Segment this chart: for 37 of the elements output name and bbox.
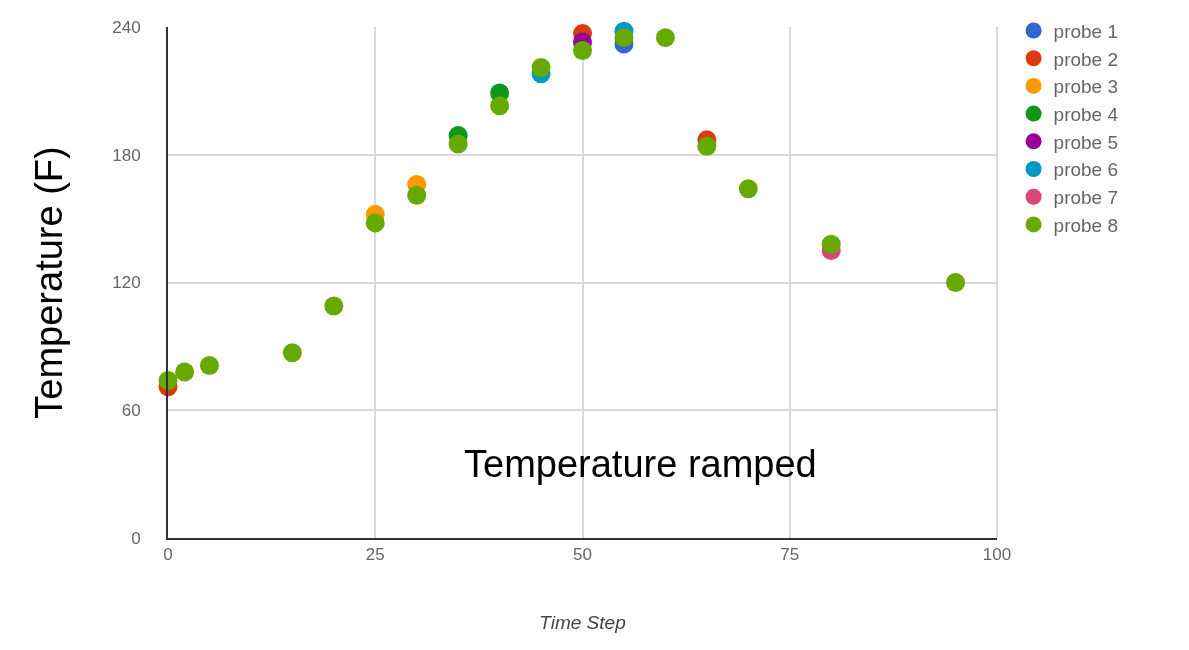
y-tick-label: 0	[131, 528, 141, 548]
x-tick-label: 25	[365, 545, 385, 565]
point	[199, 356, 219, 376]
point	[490, 96, 510, 116]
point	[365, 213, 385, 233]
y-tick-label: 180	[112, 145, 141, 165]
point	[531, 57, 551, 77]
point	[324, 296, 344, 316]
point	[175, 362, 195, 382]
y-tick-label: 120	[112, 273, 141, 293]
point	[614, 28, 634, 48]
legend-label: probe 4	[1053, 104, 1119, 126]
x-tick-label: 100	[982, 545, 1012, 565]
legend-label: probe 7	[1053, 187, 1119, 209]
legend-label: probe 3	[1053, 76, 1119, 98]
point	[407, 185, 427, 205]
legend-label: probe 2	[1053, 48, 1119, 70]
point	[821, 234, 841, 254]
legend-label: probe 1	[1053, 20, 1119, 42]
x-tick-label: 0	[163, 545, 173, 565]
annotation: Temperature ramped	[464, 443, 817, 485]
y-axis-title: Temperature (F)	[27, 146, 70, 419]
point	[573, 40, 592, 60]
x-axis-title: Time Step	[539, 611, 626, 633]
y-tick-label: 240	[112, 17, 141, 37]
x-tick-label: 75	[780, 545, 800, 565]
point	[738, 179, 758, 199]
y-tick-label: 60	[121, 401, 141, 421]
x-tick-label: 50	[573, 545, 592, 565]
point	[448, 134, 468, 154]
point	[946, 273, 966, 292]
point	[655, 28, 675, 48]
legend-label: probe 8	[1053, 214, 1119, 236]
point	[697, 136, 717, 156]
legend-label: probe 5	[1053, 131, 1119, 153]
legend-label: probe 6	[1053, 159, 1119, 181]
point	[282, 343, 302, 363]
